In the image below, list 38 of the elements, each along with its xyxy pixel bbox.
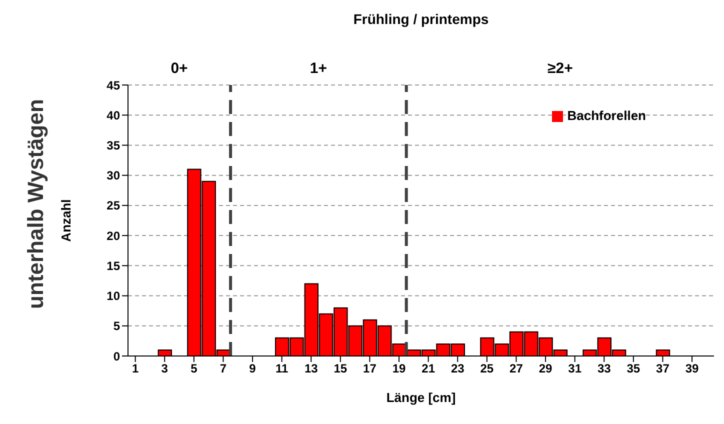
x-tick-label: 5 xyxy=(190,362,198,376)
text: 0+ xyxy=(170,60,188,77)
x-tick-label: 35 xyxy=(626,362,640,376)
x-tick-label: 33 xyxy=(597,362,612,376)
x-tick-label: 39 xyxy=(685,362,700,376)
x-tick-label: 9 xyxy=(249,362,256,376)
y-tick-label: 35 xyxy=(106,138,120,152)
x-tick-label: 31 xyxy=(568,362,582,376)
x-tick-label: 27 xyxy=(510,362,524,376)
x-tick-label: 19 xyxy=(392,362,406,376)
x-tick-label: 13 xyxy=(304,362,318,376)
chart-title: Frühling / printemps xyxy=(353,11,489,27)
text: ≥2+ xyxy=(548,60,574,77)
y-tick-label: 0 xyxy=(113,349,120,364)
y-axis-title: Anzahl xyxy=(58,199,74,242)
y-tick-label: 15 xyxy=(106,258,120,273)
legend-label: Bachforellen xyxy=(567,108,646,123)
y-tick-label: 45 xyxy=(106,78,120,92)
x-tick-label: 29 xyxy=(538,362,553,376)
y-tick-label: 5 xyxy=(113,319,120,334)
y-tick-label: 25 xyxy=(106,198,120,213)
y-tick-label: 20 xyxy=(106,228,120,243)
y-tick-label: 10 xyxy=(106,289,120,304)
x-tick-label: 21 xyxy=(422,362,436,376)
x-tick-label: 15 xyxy=(334,362,348,376)
x-tick-label: 11 xyxy=(275,362,288,376)
x-tick-label: 23 xyxy=(450,362,465,376)
text: 1+ xyxy=(310,60,328,77)
x-tick-label: 7 xyxy=(220,362,227,376)
x-tick-label: 1 xyxy=(132,362,139,376)
x-axis-title: Länge [cm] xyxy=(386,390,456,405)
x-tick-label: 17 xyxy=(363,362,377,376)
y-tick-label: 40 xyxy=(106,108,120,122)
y-tick-label: 30 xyxy=(106,168,120,183)
x-tick-label: 3 xyxy=(161,362,168,376)
text: unterhalb Wystägen xyxy=(23,98,49,311)
x-tick-label: 25 xyxy=(480,362,494,376)
x-tick-label: 37 xyxy=(656,362,670,376)
